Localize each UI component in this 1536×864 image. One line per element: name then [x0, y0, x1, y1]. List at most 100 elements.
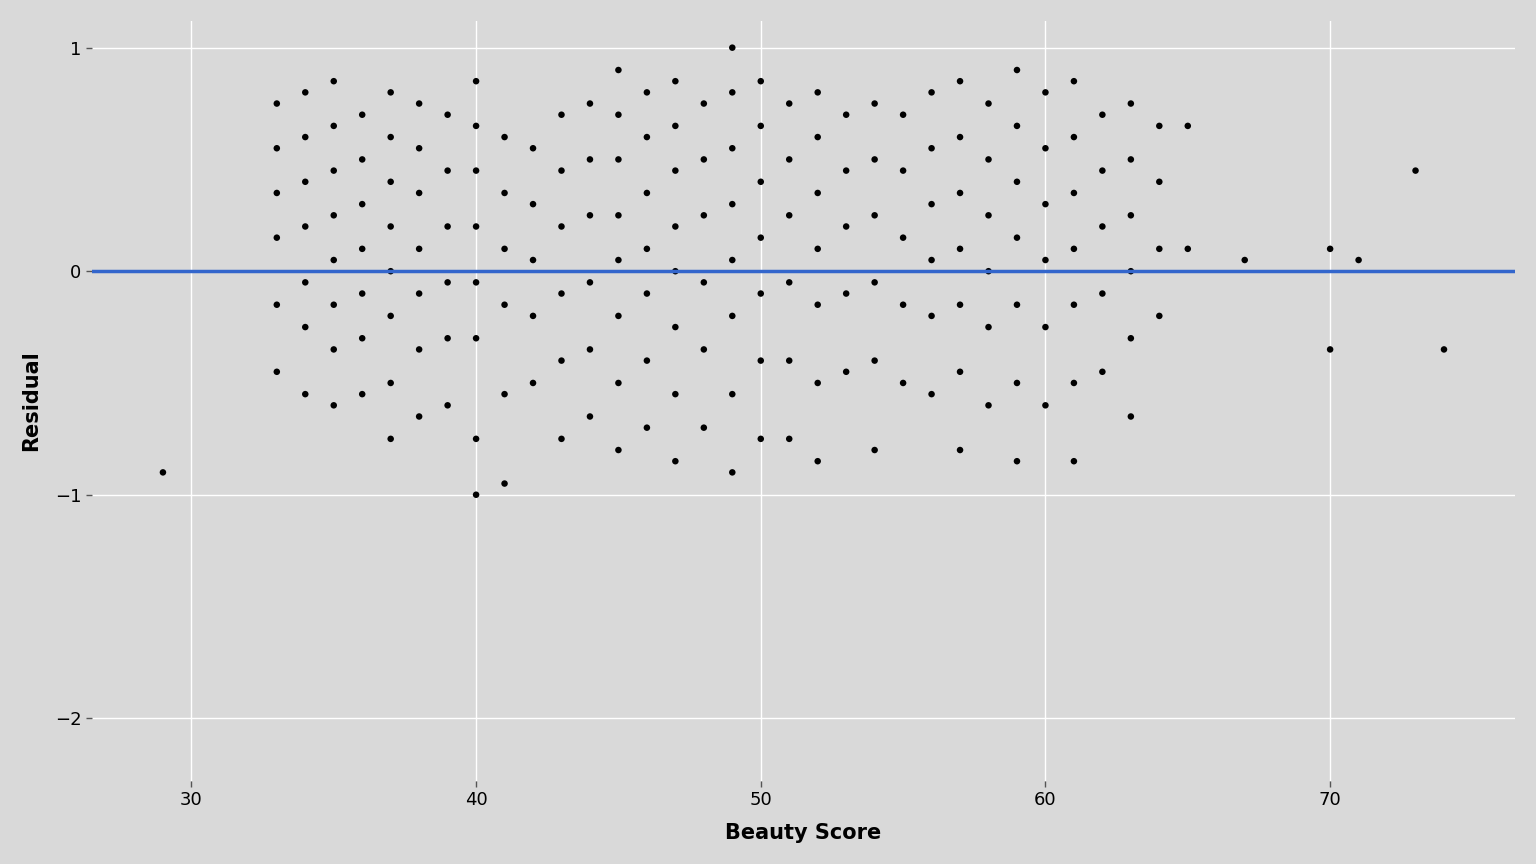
Point: [578, 153, 602, 167]
Point: [464, 219, 488, 233]
Point: [777, 353, 802, 367]
Point: [264, 186, 289, 200]
Point: [805, 242, 829, 256]
Point: [977, 398, 1001, 412]
Point: [1118, 153, 1143, 167]
Point: [919, 142, 943, 156]
Point: [607, 63, 631, 77]
Point: [748, 119, 773, 133]
Point: [435, 108, 459, 122]
Point: [720, 309, 745, 323]
Point: [321, 119, 346, 133]
Point: [1118, 410, 1143, 423]
Point: [1118, 264, 1143, 278]
Point: [293, 321, 318, 334]
Point: [435, 163, 459, 177]
Point: [378, 309, 402, 323]
Point: [492, 387, 516, 401]
Point: [550, 219, 574, 233]
Point: [919, 253, 943, 267]
Point: [805, 454, 829, 468]
Point: [634, 287, 659, 301]
Point: [1005, 63, 1029, 77]
Point: [805, 86, 829, 99]
Point: [492, 298, 516, 312]
Point: [948, 443, 972, 457]
Point: [1118, 208, 1143, 222]
Point: [350, 197, 375, 211]
Point: [1061, 454, 1086, 468]
Point: [378, 86, 402, 99]
Point: [321, 208, 346, 222]
Point: [862, 153, 886, 167]
Point: [919, 86, 943, 99]
Point: [748, 353, 773, 367]
Point: [834, 365, 859, 378]
Point: [948, 242, 972, 256]
Point: [634, 421, 659, 435]
Point: [1034, 197, 1058, 211]
Point: [264, 142, 289, 156]
Point: [1005, 298, 1029, 312]
Point: [1034, 86, 1058, 99]
Point: [407, 410, 432, 423]
Point: [891, 163, 915, 177]
Point: [891, 298, 915, 312]
Point: [919, 197, 943, 211]
Point: [948, 298, 972, 312]
Point: [748, 74, 773, 88]
Point: [1147, 175, 1172, 188]
Point: [607, 376, 631, 390]
Point: [578, 410, 602, 423]
Point: [1091, 287, 1115, 301]
Point: [407, 287, 432, 301]
Point: [293, 175, 318, 188]
Point: [720, 142, 745, 156]
Point: [720, 86, 745, 99]
Point: [321, 398, 346, 412]
Point: [607, 253, 631, 267]
Point: [492, 130, 516, 144]
Point: [293, 86, 318, 99]
Point: [464, 276, 488, 289]
Point: [321, 298, 346, 312]
Point: [464, 163, 488, 177]
Point: [578, 208, 602, 222]
Point: [777, 153, 802, 167]
Point: [492, 242, 516, 256]
Point: [407, 242, 432, 256]
Point: [948, 74, 972, 88]
Point: [607, 153, 631, 167]
Point: [1034, 142, 1058, 156]
Point: [550, 287, 574, 301]
Point: [720, 466, 745, 480]
Point: [293, 219, 318, 233]
Point: [492, 186, 516, 200]
Point: [634, 242, 659, 256]
Point: [407, 142, 432, 156]
Point: [151, 466, 175, 480]
Point: [1232, 253, 1256, 267]
Point: [891, 231, 915, 245]
Point: [521, 142, 545, 156]
Point: [948, 186, 972, 200]
Point: [977, 321, 1001, 334]
Point: [1091, 163, 1115, 177]
Point: [805, 298, 829, 312]
Point: [550, 163, 574, 177]
Point: [748, 175, 773, 188]
Point: [350, 332, 375, 346]
Point: [464, 119, 488, 133]
Point: [664, 264, 688, 278]
Point: [777, 432, 802, 446]
Point: [1061, 242, 1086, 256]
Point: [691, 153, 716, 167]
Point: [834, 219, 859, 233]
Point: [464, 332, 488, 346]
Point: [578, 276, 602, 289]
Point: [664, 387, 688, 401]
Point: [748, 287, 773, 301]
Point: [1118, 97, 1143, 111]
Point: [1061, 130, 1086, 144]
Point: [1005, 175, 1029, 188]
